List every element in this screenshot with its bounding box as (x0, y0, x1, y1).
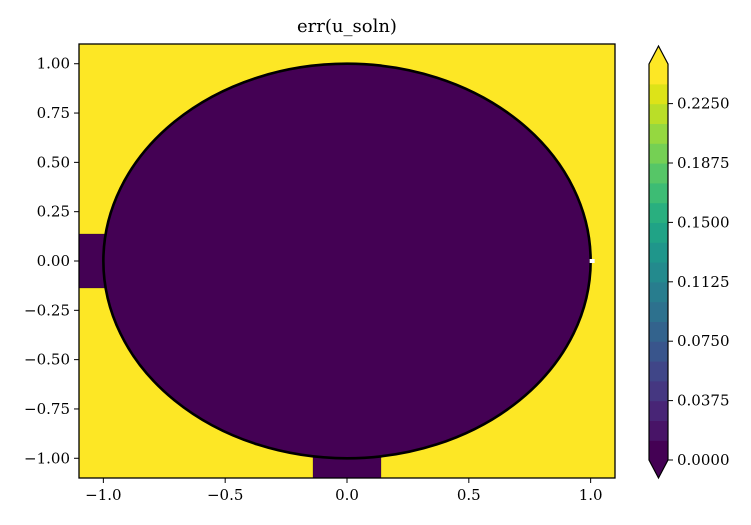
colorbar-band (649, 182, 668, 204)
x-tick-label: −1.0 (85, 486, 121, 504)
x-tick-label: 0.5 (457, 486, 481, 504)
colorbar-tick-label: 0.2250 (677, 95, 730, 113)
transition-wedge-left (79, 233, 106, 289)
colorbar-band (649, 262, 668, 283)
y-tick-label: 0.25 (37, 203, 70, 221)
y-tick-label: 1.00 (37, 55, 70, 73)
colorbar-tick-label: 0.1125 (677, 273, 730, 291)
colorbar-band (649, 163, 668, 184)
inside-region (102, 62, 592, 460)
colorbar-tick-label: 0.0375 (677, 392, 730, 410)
colorbar-band (649, 301, 668, 322)
colorbar-band (649, 341, 668, 362)
colorbar-tick-label: 0.0000 (677, 451, 730, 469)
colorbar-band (649, 143, 668, 164)
colorbar-band (649, 242, 668, 263)
y-tick-label: −0.50 (24, 351, 70, 369)
colorbar-band (649, 321, 668, 342)
seam-mark (589, 259, 595, 263)
colorbar-band (649, 380, 668, 402)
colorbar-band (649, 420, 668, 441)
colorbar-band (649, 400, 668, 421)
colorbar-band (649, 361, 668, 382)
colorbar-outline (648, 44, 669, 480)
y-tick-label: 0.75 (37, 104, 70, 122)
x-tick-label: 1.0 (579, 486, 603, 504)
y-axis: 1.00 0.75 0.50 0.25 0.00 −0.25 −0.50 −0.75 −1.00 (24, 55, 79, 467)
colorbar-ticks: 0.0000 0.0375 0.0750 0.1125 0.1500 0.1875 0.22… (668, 95, 730, 469)
colorbar-band (649, 123, 668, 144)
colorbar-tick-label: 0.1500 (677, 213, 730, 231)
colorbar-tick-label: 0.0750 (677, 332, 730, 350)
colorbar-band (649, 103, 668, 124)
colorbar-band (649, 281, 668, 303)
colorbar-extend-max (649, 46, 668, 64)
colorbar-band (649, 64, 668, 85)
colorbar-band (649, 222, 668, 243)
transition-wedge-bottom (312, 456, 382, 478)
x-tick-label: −0.5 (207, 486, 243, 504)
y-tick-label: 0.50 (37, 153, 70, 171)
colorbar-band (649, 83, 668, 105)
chart-title: err(u_soln) (297, 16, 397, 37)
y-tick-label: 0.00 (37, 252, 70, 270)
wedge-band (79, 233, 106, 289)
y-tick-label: −0.75 (24, 400, 70, 418)
plot-area (79, 44, 615, 478)
colorbar-band (649, 202, 668, 223)
colorbar-extend-min (649, 460, 668, 478)
x-tick-label: 0.0 (335, 486, 359, 504)
y-tick-label: −0.25 (24, 301, 70, 319)
colorbar-band (649, 440, 668, 461)
colorbar-tick-label: 0.1875 (677, 154, 730, 172)
x-axis: −1.0 −0.5 0.0 0.5 1.0 (85, 478, 603, 504)
y-tick-label: −1.00 (24, 449, 70, 467)
colorbar (648, 44, 669, 480)
